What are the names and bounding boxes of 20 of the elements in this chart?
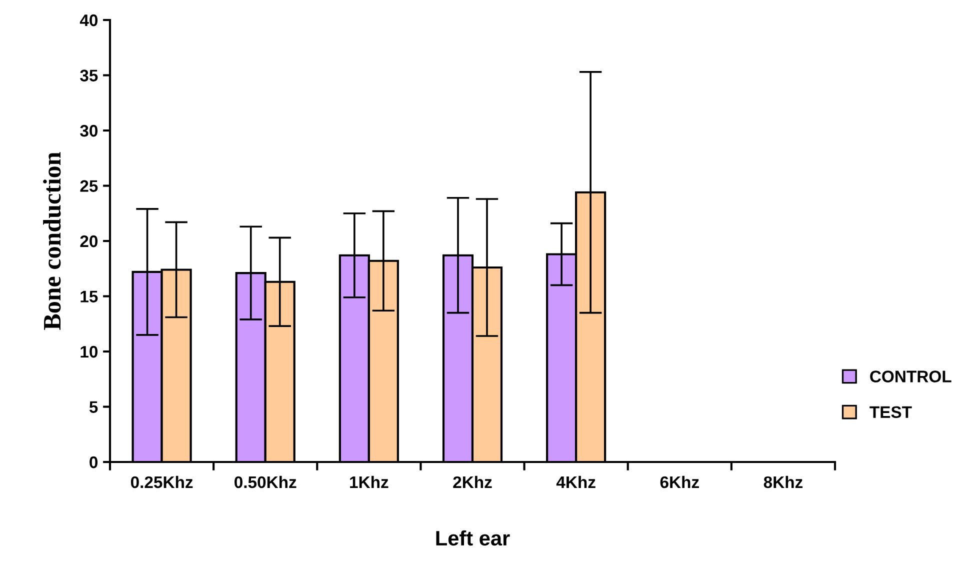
x-tick-label: 0.50Khz	[234, 476, 296, 488]
y-tick-label: 30	[80, 124, 98, 137]
y-tick-label: 15	[80, 290, 98, 302]
y-axis-title: Bone conduction	[43, 152, 61, 330]
y-tick-label: 20	[80, 235, 98, 248]
x-axis-title: Left ear	[436, 530, 510, 546]
legend-label: TEST	[870, 406, 912, 418]
y-tick-label: 40	[80, 14, 98, 26]
y-tick-label: 5	[89, 401, 98, 413]
x-tick-label: 4Khz	[556, 476, 596, 488]
y-tick-label: 10	[80, 346, 98, 358]
y-tick-label: 35	[80, 70, 98, 82]
legend-label: CONTROL	[870, 370, 952, 382]
x-tick-label: 1Khz	[350, 476, 388, 488]
x-tick-label: 2Khz	[453, 476, 492, 488]
y-tick-label: 0	[90, 456, 98, 468]
x-tick-label: 6Khz	[660, 476, 699, 488]
y-tick-label: 25	[80, 180, 98, 192]
x-tick-label: 8Khz	[764, 476, 803, 488]
x-tick-label: 0.25Khz	[130, 476, 193, 488]
